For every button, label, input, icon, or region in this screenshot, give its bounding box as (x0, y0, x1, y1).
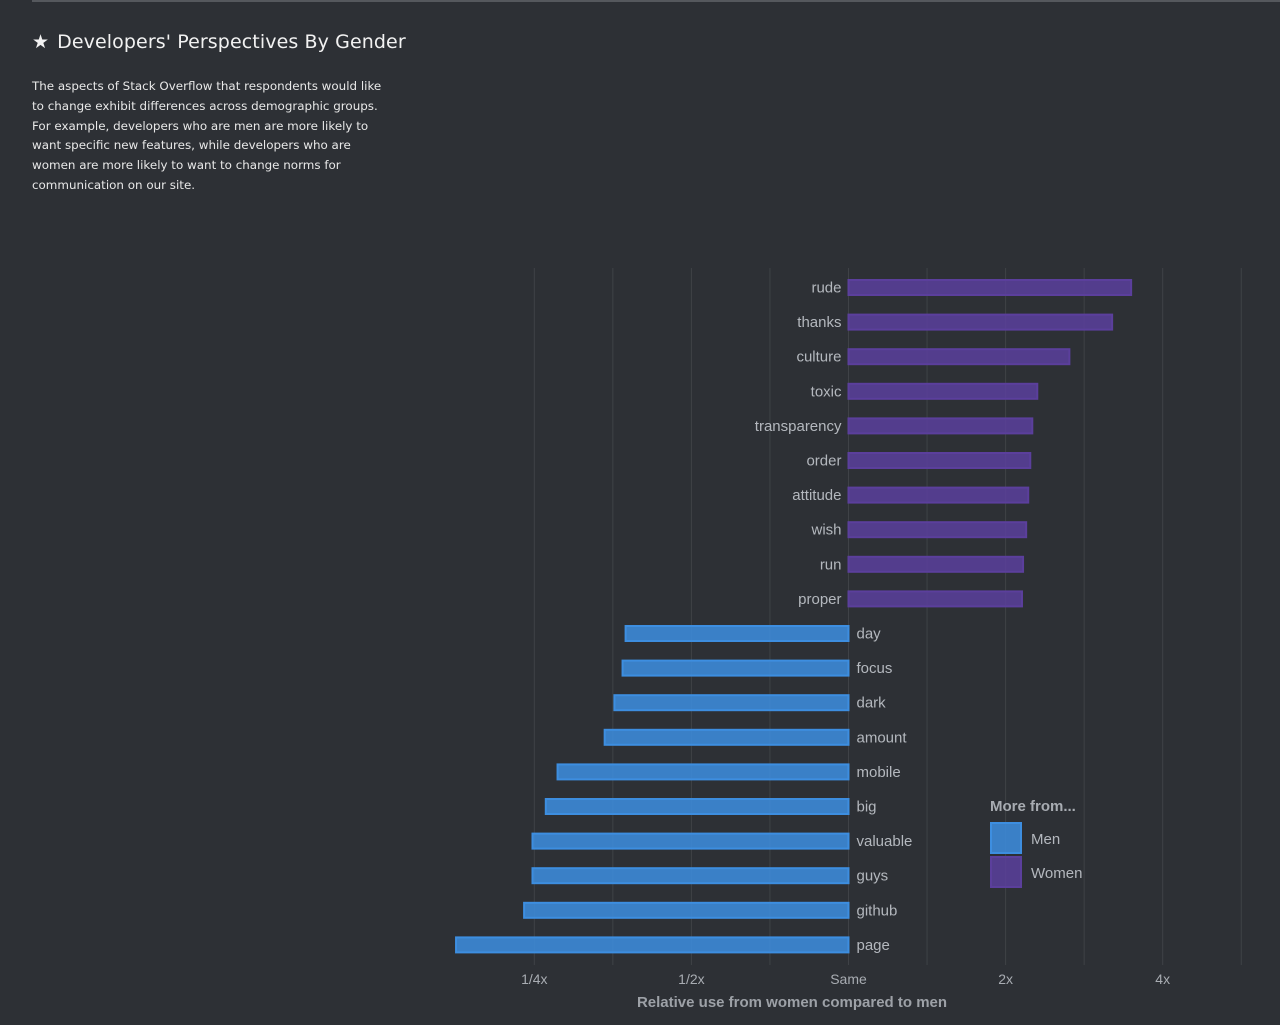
bar-amount (603, 728, 850, 746)
category-label-page: page (857, 937, 890, 954)
legend-swatch-women (990, 856, 1022, 888)
tick-label: Same (830, 971, 867, 987)
category-label-proper: proper (798, 591, 841, 608)
category-label-dark: dark (857, 695, 887, 712)
tick-label: 4x (1155, 971, 1170, 987)
bar-toxic (847, 382, 1039, 400)
legend-title: More from... (990, 798, 1076, 815)
category-label-transparency: transparency (755, 418, 842, 435)
bar-wish (847, 521, 1028, 539)
category-label-toxic: toxic (811, 383, 842, 400)
category-label-attitude: attitude (792, 487, 841, 504)
bar-order (847, 452, 1032, 469)
legend-label-women: Women (1031, 865, 1082, 882)
bar-run (847, 555, 1025, 573)
x-axis-title: Relative use from women compared to men (637, 994, 947, 1011)
category-label-amount: amount (857, 729, 908, 746)
category-label-culture: culture (796, 349, 841, 366)
intro-paragraph: The aspects of Stack Overflow that respo… (32, 79, 382, 192)
bar-big (544, 798, 850, 815)
bar-transparency (847, 417, 1034, 435)
bar-culture (847, 348, 1071, 366)
bar-dark (613, 694, 850, 712)
page-title-text: Developers' Perspectives By Gender (57, 31, 406, 53)
legend-label-men: Men (1031, 831, 1060, 848)
category-label-focus: focus (857, 660, 893, 677)
category-label-day: day (857, 626, 882, 643)
bar-rude (847, 279, 1133, 296)
star-icon: ★ (32, 31, 50, 53)
category-label-rude: rude (811, 280, 841, 297)
category-label-github: github (857, 902, 898, 919)
category-label-run: run (820, 556, 842, 573)
category-label-guys: guys (857, 868, 889, 885)
category-label-wish: wish (810, 522, 841, 539)
bar-proper (847, 590, 1023, 608)
tick-label: 1/4x (521, 971, 547, 987)
bar-github (523, 901, 850, 919)
tick-label: 1/2x (678, 971, 704, 987)
bar-mobile (556, 763, 850, 781)
bar-focus (621, 659, 850, 677)
category-label-big: big (857, 799, 877, 816)
bar-guys (531, 867, 850, 885)
bar-valuable (531, 832, 850, 850)
category-label-mobile: mobile (857, 764, 901, 781)
tick-label: 2x (998, 971, 1013, 987)
bar-day (624, 625, 850, 642)
bar-thanks (847, 313, 1114, 331)
page-title: ★ Developers' Perspectives By Gender (32, 31, 406, 53)
category-label-valuable: valuable (857, 833, 913, 850)
top-divider (32, 0, 1280, 2)
category-label-thanks: thanks (797, 314, 841, 331)
bar-attitude (847, 486, 1030, 504)
category-label-order: order (806, 453, 841, 470)
bar-page (455, 936, 850, 954)
legend-swatch-men (990, 822, 1022, 854)
